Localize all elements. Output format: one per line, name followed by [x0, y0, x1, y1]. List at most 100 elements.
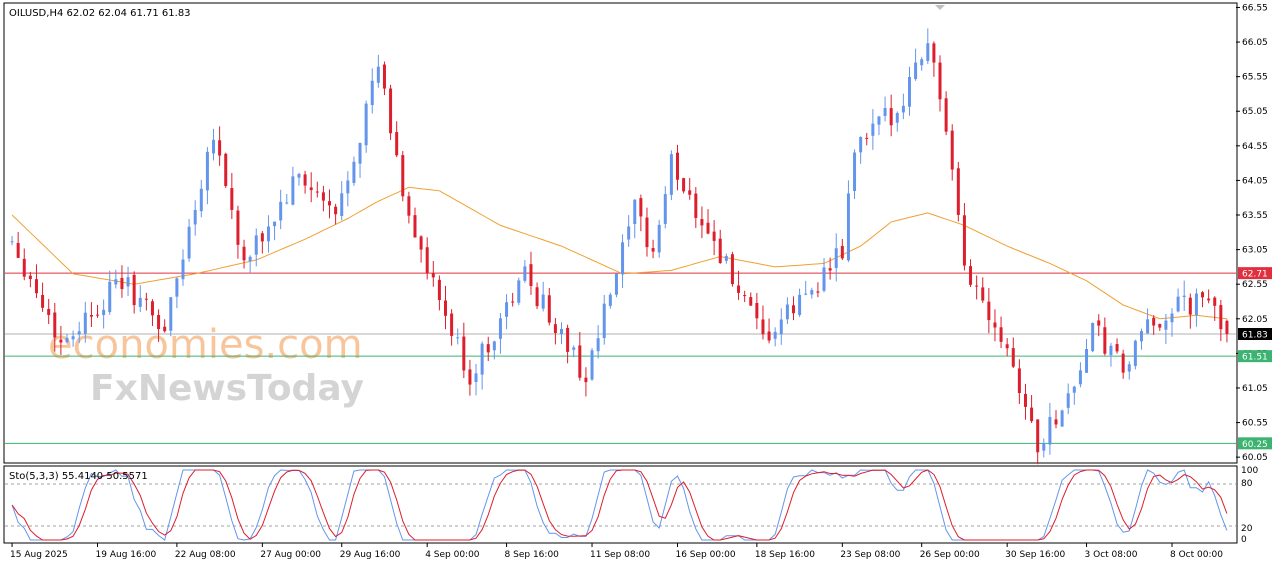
candle	[1054, 410, 1058, 429]
candle	[138, 285, 142, 313]
candle	[969, 259, 973, 287]
candle-body	[144, 298, 148, 300]
candle	[779, 308, 783, 345]
price-label-text: 62.71	[1242, 270, 1268, 280]
candle	[694, 186, 698, 229]
candle	[498, 312, 502, 354]
candle-body	[639, 198, 643, 217]
candle-body	[791, 305, 795, 314]
candle	[639, 194, 643, 232]
candle-body	[132, 274, 136, 306]
candle	[688, 177, 692, 200]
candle-body	[608, 294, 612, 306]
candle	[285, 193, 289, 205]
candle-body	[16, 242, 20, 258]
candle-body	[334, 206, 338, 215]
candle-body	[749, 297, 753, 306]
candle	[1060, 409, 1064, 427]
candle-body	[1182, 295, 1186, 297]
symbol-header: OILUSD,H4 62.02 62.04 61.71 61.83	[9, 8, 191, 19]
candle	[773, 327, 777, 347]
main-chart-frame	[3, 2, 1238, 464]
candle-body	[328, 201, 332, 206]
candle-body	[907, 76, 911, 107]
price-label-box: 60.25	[1238, 437, 1272, 450]
candle-body	[444, 300, 448, 316]
candle	[1121, 349, 1125, 379]
time-tick-label: 15 Aug 2025	[10, 550, 68, 560]
price-label-background	[1238, 328, 1272, 341]
candle	[1097, 314, 1101, 337]
candle	[1219, 299, 1223, 342]
candle-body	[969, 266, 973, 285]
candle	[853, 149, 857, 200]
candle-body	[718, 238, 722, 264]
candle	[865, 132, 869, 146]
candle-body	[114, 279, 118, 285]
candle-body	[181, 259, 185, 280]
candle-body	[358, 143, 362, 164]
price-tick-label: 60.55	[1242, 419, 1268, 429]
candle	[297, 172, 301, 186]
candle-body	[389, 88, 393, 134]
candle-body	[614, 273, 618, 295]
candle-body	[236, 210, 240, 245]
candle	[28, 271, 32, 288]
candle	[791, 296, 795, 321]
candle-body	[382, 64, 386, 89]
candle	[920, 56, 924, 71]
candle-body	[71, 336, 75, 340]
candle	[584, 367, 588, 397]
candle-body	[120, 277, 124, 290]
candle	[553, 317, 557, 345]
candle	[1085, 338, 1089, 373]
candle	[303, 170, 307, 194]
price-label-box: 62.71	[1238, 267, 1272, 280]
scroll-marker-icon[interactable]	[935, 5, 945, 10]
candle-body	[645, 217, 649, 248]
candle-body	[376, 66, 380, 83]
candle	[1011, 337, 1015, 369]
candle	[712, 220, 716, 256]
candle	[1072, 385, 1076, 405]
candle-body	[1066, 393, 1070, 408]
candle-body	[621, 242, 625, 275]
candle	[444, 285, 448, 330]
candle-body	[920, 59, 924, 66]
candle	[1066, 383, 1070, 415]
candle	[59, 325, 63, 356]
watermark-economies: economies.com	[48, 322, 363, 368]
candle-body	[822, 267, 826, 291]
candle-body	[584, 377, 588, 383]
candle-body	[877, 116, 881, 125]
candle	[523, 259, 527, 283]
candle-body	[321, 192, 325, 201]
candle	[883, 96, 887, 122]
candle	[962, 203, 966, 271]
candle	[126, 266, 130, 297]
candle-body	[1133, 340, 1137, 366]
candle	[724, 253, 728, 264]
price-tick-label: 62.05	[1242, 315, 1268, 325]
candle-body	[266, 226, 270, 242]
candle-body	[205, 151, 209, 191]
time-tick-label: 23 Sep 08:00	[840, 550, 900, 560]
candle-body	[901, 105, 905, 113]
candle-body	[1042, 443, 1046, 451]
candle-body	[633, 199, 637, 225]
candle	[376, 54, 380, 88]
candle	[1213, 296, 1217, 321]
candle	[560, 322, 564, 345]
candle	[144, 292, 148, 311]
candle-body	[853, 152, 857, 191]
candle-body	[230, 188, 234, 210]
candle	[96, 304, 100, 318]
time-tick-label: 22 Aug 08:00	[175, 550, 236, 560]
time-tick-label: 8 Sep 16:00	[505, 550, 560, 560]
candle	[956, 161, 960, 222]
candle	[541, 281, 545, 312]
candle	[944, 91, 948, 136]
candle-body	[77, 331, 81, 335]
candle	[150, 299, 154, 326]
